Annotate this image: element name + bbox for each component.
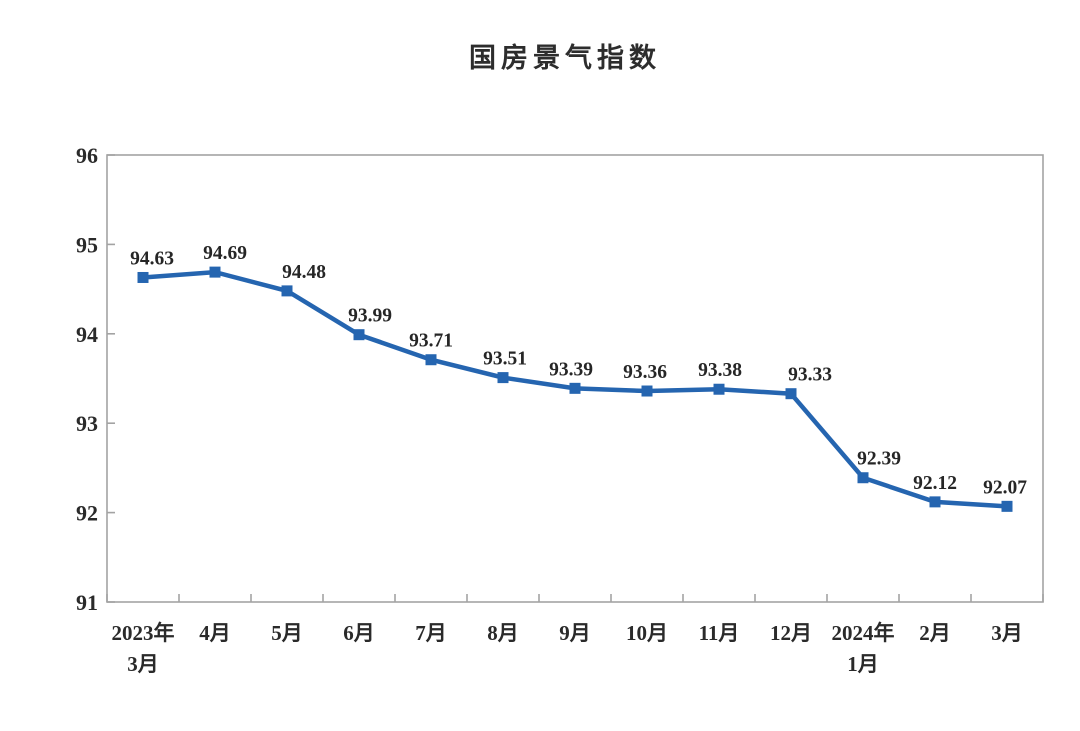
y-axis-label: 94 [76,322,98,347]
x-axis-label: 12月 [770,621,812,645]
data-point-marker [569,382,581,394]
data-point-label: 92.39 [857,449,901,470]
y-axis-label: 95 [76,232,98,257]
data-point-label: 94.63 [130,248,174,269]
data-point-label: 94.69 [203,243,247,264]
data-point-label: 93.38 [698,360,742,381]
data-point-marker [281,285,293,297]
data-point-marker [713,383,725,395]
x-axis-label: 8月 [487,621,519,645]
data-point-label: 93.39 [549,359,593,380]
x-axis-label: 4月 [199,621,231,645]
x-axis-label: 3月 [127,652,159,676]
data-point-marker [497,372,509,384]
x-axis-label: 2024年 [832,621,895,645]
data-point-label: 93.36 [623,362,667,383]
x-axis-label: 10月 [626,621,668,645]
x-axis-label: 2023年 [112,621,175,645]
x-axis-label: 2月 [919,621,951,645]
data-point-label: 93.71 [409,331,453,352]
y-axis-label: 91 [76,590,98,615]
data-point-label: 93.51 [483,349,527,370]
data-point-label: 94.48 [282,262,326,283]
data-point-label: 93.99 [348,306,392,327]
y-axis-label: 92 [76,501,98,526]
chart-title: 国房景气指数 [469,43,661,73]
y-axis-label: 96 [76,143,98,168]
x-axis-label: 6月 [343,621,375,645]
data-point-marker [929,496,941,508]
data-point-marker [641,385,653,397]
data-point-label: 93.33 [788,365,832,386]
y-axis-label: 93 [76,411,98,436]
data-point-label: 92.12 [913,473,957,494]
x-axis-label: 9月 [559,621,591,645]
x-axis-label: 1月 [847,652,879,676]
x-axis-label: 11月 [699,621,740,645]
data-point-label: 92.07 [983,477,1027,498]
data-point-marker [857,472,869,484]
x-axis-label: 3月 [991,621,1023,645]
data-point-marker [353,329,365,341]
data-point-marker [785,388,797,400]
data-point-marker [137,271,149,283]
data-point-marker [425,354,437,366]
x-axis-label: 7月 [415,621,447,645]
x-axis-label: 5月 [271,621,303,645]
data-point-marker [1001,500,1013,512]
plot-frame [106,154,1044,603]
data-point-marker [209,266,221,278]
